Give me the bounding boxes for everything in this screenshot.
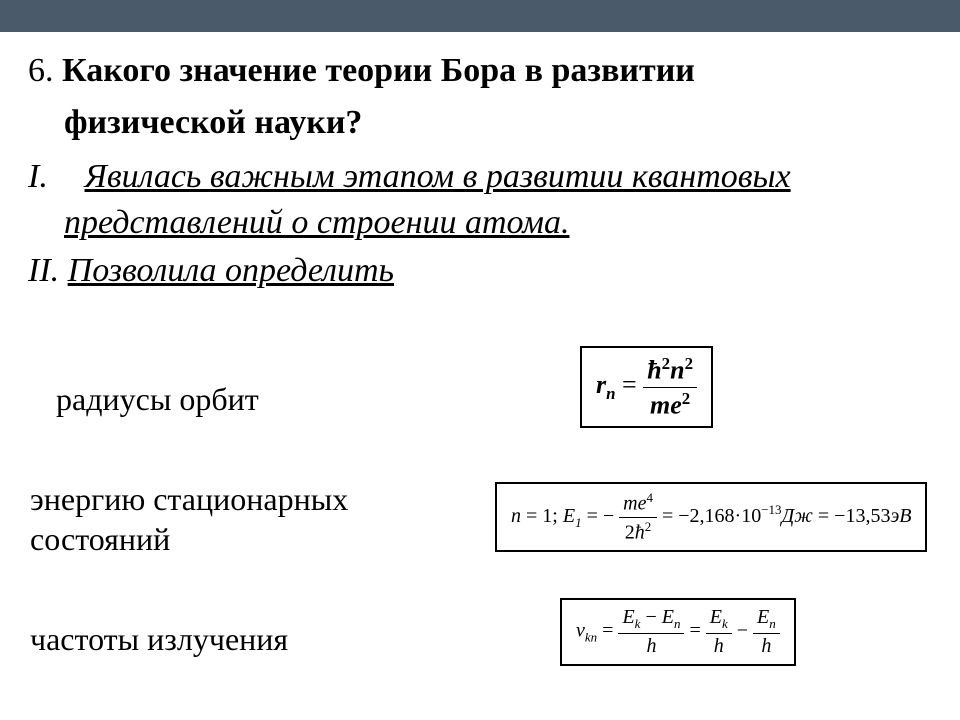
e-v1-eq: = (662, 505, 678, 527)
f-eq2: = (689, 620, 705, 642)
e-den-coeff: 2 (625, 521, 635, 543)
question-line-2: физической науки? (28, 100, 932, 146)
f1-num-a: E (622, 606, 634, 628)
e-v1-exp: −13 (761, 502, 781, 517)
question-text-2: физической науки? (64, 104, 362, 141)
answer-ii-text: Позволила определить (68, 252, 394, 289)
answer-i-line-1: I. Явилась важным этапом в развитии кван… (28, 154, 932, 200)
e-den-a: ħ (635, 521, 645, 543)
answer-i-text-1: Явилась важным этапом в развитии квантов… (85, 158, 791, 195)
f2a-den: h (714, 635, 724, 657)
r-num-b: n (670, 356, 684, 385)
e-v2-unit: эВ (890, 505, 911, 527)
r-num-a-sup: 2 (662, 354, 670, 373)
f2b-num: E (757, 606, 769, 628)
r-num-a: ħ (647, 356, 661, 385)
f-mid-minus: − (737, 620, 753, 642)
e-v1-base: 10 (741, 505, 761, 527)
r-eq: = (622, 370, 643, 399)
answer-i-line-2: представлений о строении атома. (28, 200, 932, 246)
f2a-num-sub: k (722, 616, 728, 631)
e-v1-sign: − (678, 505, 689, 527)
e-v1-mant: 2,168 (690, 505, 735, 527)
label-energy-2: состояний (30, 520, 170, 558)
r-lhs: r (596, 370, 606, 399)
r-den-b-sup: 2 (682, 389, 690, 408)
f2b-den: h (761, 635, 771, 657)
r-den-a: m (650, 390, 670, 419)
e-prefix-var: n (511, 505, 521, 527)
question-text-1: Какого значение теории Бора в развитии (62, 52, 695, 89)
e-num-a: m (623, 493, 637, 515)
f1-den: h (646, 635, 656, 657)
question-number: 6. (28, 52, 54, 89)
e-v2-sign: − (834, 505, 845, 527)
answer-ii-line: II. Позволила определить (28, 248, 932, 294)
answer-i-marker: I. (28, 154, 76, 200)
e-prefix-eq: = (521, 505, 542, 527)
f1-num-b: E (662, 606, 674, 628)
f2a-num: E (710, 606, 722, 628)
slide: 6. Какого значение теории Бора в развити… (0, 0, 960, 720)
f-lhs-sub: kn (585, 630, 597, 645)
slide-content: 6. Какого значение теории Бора в развити… (28, 48, 932, 293)
answer-ii-marker: II. (28, 248, 59, 294)
e-minus: − (603, 505, 619, 527)
label-frequency: частоты излучения (30, 620, 288, 658)
f1-num-b-sub: n (674, 616, 681, 631)
f-eq1: = (597, 620, 618, 642)
f1-minus: − (640, 606, 661, 628)
e-v2-num: 13,53 (845, 505, 890, 527)
e-eq: = (582, 505, 603, 527)
formula-energy: n = 1; E1 = − me4 2ħ2 = −2,168·10−13Дж =… (495, 482, 927, 552)
e-den-a-sup: 2 (645, 519, 652, 534)
slide-top-bar (0, 0, 960, 32)
answer-i-text-2: представлений о строении атома. (64, 204, 569, 241)
f-lhs: ν (576, 620, 585, 642)
formula-frequency: νkn = Ek − En h = Ek h − En h (560, 598, 796, 666)
label-radii: радиусы орбит (56, 380, 259, 418)
e-v1-unit: Дж (782, 505, 813, 527)
e-lhs: E (563, 505, 575, 527)
formula-radius: rn = ħ2n2 me2 (580, 346, 713, 428)
e-prefix-val: 1; (542, 505, 563, 527)
f2b-num-sub: n (769, 616, 776, 631)
question-line-1: 6. Какого значение теории Бора в развити… (28, 48, 932, 94)
r-num-b-sup: 2 (685, 354, 693, 373)
r-den-b: e (670, 390, 682, 419)
label-energy-1: энергию стационарных (30, 480, 348, 518)
r-lhs-sub: n (606, 384, 615, 403)
e-num-b-sup: 4 (646, 490, 653, 505)
e-v2-eq: = (818, 505, 834, 527)
